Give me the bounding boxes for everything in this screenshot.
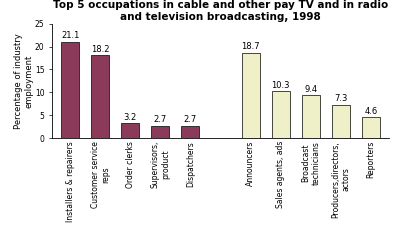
Bar [332,105,350,138]
Text: 3.2: 3.2 [124,113,137,122]
Title: Top 5 occupations in cable and other pay TV and in radio
and television broadcas: Top 5 occupations in cable and other pay… [53,0,388,22]
Text: 2.7: 2.7 [184,115,197,124]
Text: 18.7: 18.7 [241,42,260,51]
Bar [362,117,380,138]
Y-axis label: Percentage of industry
employment: Percentage of industry employment [14,33,33,129]
Bar [272,91,290,138]
Bar [302,95,320,138]
Bar [61,42,79,138]
Text: 4.6: 4.6 [364,107,378,116]
Text: 10.3: 10.3 [271,81,290,89]
Bar [121,124,140,138]
Bar [152,126,170,138]
Text: 2.7: 2.7 [154,115,167,124]
Text: 21.1: 21.1 [61,31,79,40]
Text: 9.4: 9.4 [304,85,317,94]
Bar [241,53,260,138]
Text: 18.2: 18.2 [91,45,109,54]
Bar [91,55,109,138]
Bar [181,126,199,138]
Text: 7.3: 7.3 [334,94,348,103]
